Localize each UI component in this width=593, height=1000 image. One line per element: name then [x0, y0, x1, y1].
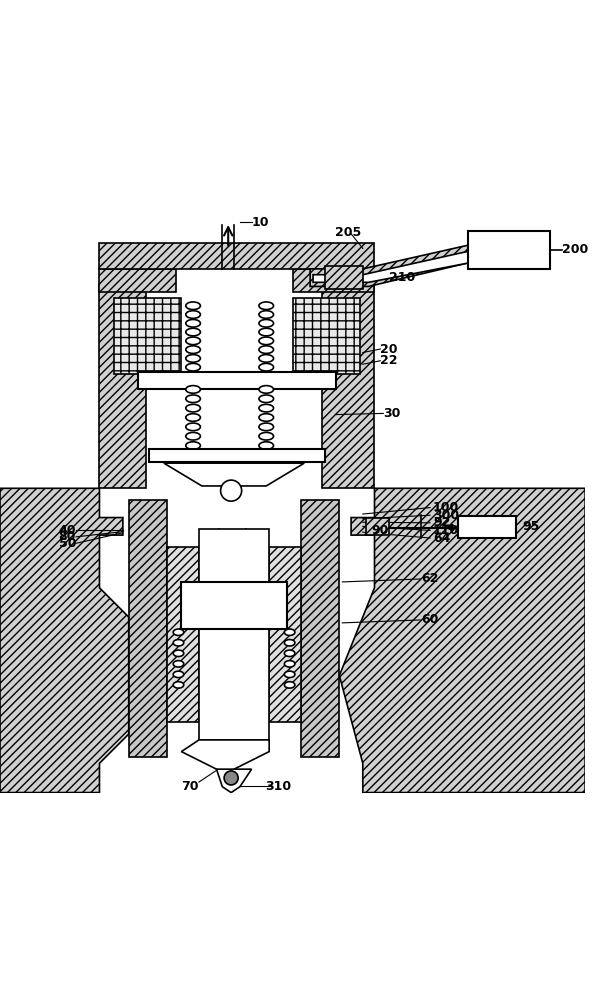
Bar: [149, 449, 325, 462]
Bar: [138, 372, 336, 389]
Ellipse shape: [186, 386, 200, 393]
Ellipse shape: [259, 302, 273, 310]
Ellipse shape: [285, 650, 295, 657]
Ellipse shape: [285, 661, 295, 667]
Text: 90: 90: [372, 524, 389, 537]
Ellipse shape: [173, 682, 184, 688]
Ellipse shape: [186, 423, 200, 431]
Bar: [292, 269, 375, 292]
Bar: [468, 231, 550, 269]
Polygon shape: [313, 251, 468, 282]
Text: 20: 20: [380, 343, 398, 356]
Text: 100: 100: [433, 501, 459, 514]
Text: 110: 110: [433, 524, 459, 537]
Text: 210: 210: [389, 271, 415, 284]
Ellipse shape: [186, 414, 200, 421]
Circle shape: [221, 480, 242, 501]
Polygon shape: [164, 463, 304, 486]
Ellipse shape: [186, 404, 200, 412]
Bar: [129, 500, 167, 757]
Ellipse shape: [259, 311, 273, 318]
Ellipse shape: [259, 423, 273, 431]
Polygon shape: [216, 769, 251, 793]
Bar: [269, 547, 301, 722]
Text: 80: 80: [59, 530, 76, 543]
Bar: [199, 529, 269, 740]
Text: 22: 22: [380, 354, 398, 367]
Ellipse shape: [285, 671, 295, 678]
Text: 60: 60: [421, 613, 439, 626]
Polygon shape: [339, 488, 585, 793]
Text: 95: 95: [522, 520, 540, 533]
Ellipse shape: [173, 629, 184, 635]
Ellipse shape: [186, 337, 200, 345]
Bar: [100, 243, 375, 269]
Ellipse shape: [186, 395, 200, 403]
Ellipse shape: [259, 404, 273, 412]
Text: 310: 310: [265, 780, 291, 793]
Bar: [114, 298, 181, 374]
Text: 70: 70: [181, 780, 199, 793]
Text: 200: 200: [562, 243, 588, 256]
Bar: [167, 547, 199, 722]
Ellipse shape: [186, 442, 200, 449]
Ellipse shape: [173, 640, 184, 646]
Ellipse shape: [186, 311, 200, 318]
Bar: [322, 284, 375, 488]
Ellipse shape: [259, 328, 273, 336]
Text: 205: 205: [335, 226, 361, 239]
Ellipse shape: [259, 363, 273, 371]
Ellipse shape: [173, 650, 184, 657]
Ellipse shape: [285, 640, 295, 646]
Polygon shape: [310, 243, 480, 286]
Ellipse shape: [259, 442, 273, 449]
Ellipse shape: [259, 346, 273, 353]
Bar: [366, 518, 389, 535]
Ellipse shape: [186, 346, 200, 353]
Bar: [100, 269, 176, 292]
Text: 10: 10: [251, 216, 269, 229]
Ellipse shape: [259, 432, 273, 440]
Ellipse shape: [186, 328, 200, 336]
Polygon shape: [181, 740, 269, 778]
Text: 300: 300: [433, 509, 459, 522]
Polygon shape: [0, 488, 129, 793]
Text: 62: 62: [421, 572, 439, 585]
Bar: [301, 500, 339, 757]
Ellipse shape: [186, 302, 200, 310]
Ellipse shape: [173, 671, 184, 678]
Text: 92: 92: [433, 516, 450, 529]
Ellipse shape: [285, 629, 295, 635]
Text: 50: 50: [59, 537, 76, 550]
Text: 64: 64: [433, 532, 450, 545]
Bar: [325, 266, 363, 289]
Ellipse shape: [259, 414, 273, 421]
Ellipse shape: [186, 355, 200, 362]
Ellipse shape: [259, 386, 273, 393]
Ellipse shape: [285, 682, 295, 688]
Text: 30: 30: [383, 407, 401, 420]
Circle shape: [224, 771, 238, 785]
Ellipse shape: [186, 319, 200, 327]
Bar: [458, 516, 516, 538]
Ellipse shape: [259, 337, 273, 345]
Bar: [100, 284, 146, 488]
Bar: [181, 582, 286, 629]
Ellipse shape: [186, 432, 200, 440]
Ellipse shape: [259, 319, 273, 327]
Bar: [292, 298, 360, 374]
Ellipse shape: [186, 363, 200, 371]
Ellipse shape: [259, 395, 273, 403]
Ellipse shape: [173, 661, 184, 667]
Ellipse shape: [259, 355, 273, 362]
Text: 40: 40: [59, 524, 76, 537]
